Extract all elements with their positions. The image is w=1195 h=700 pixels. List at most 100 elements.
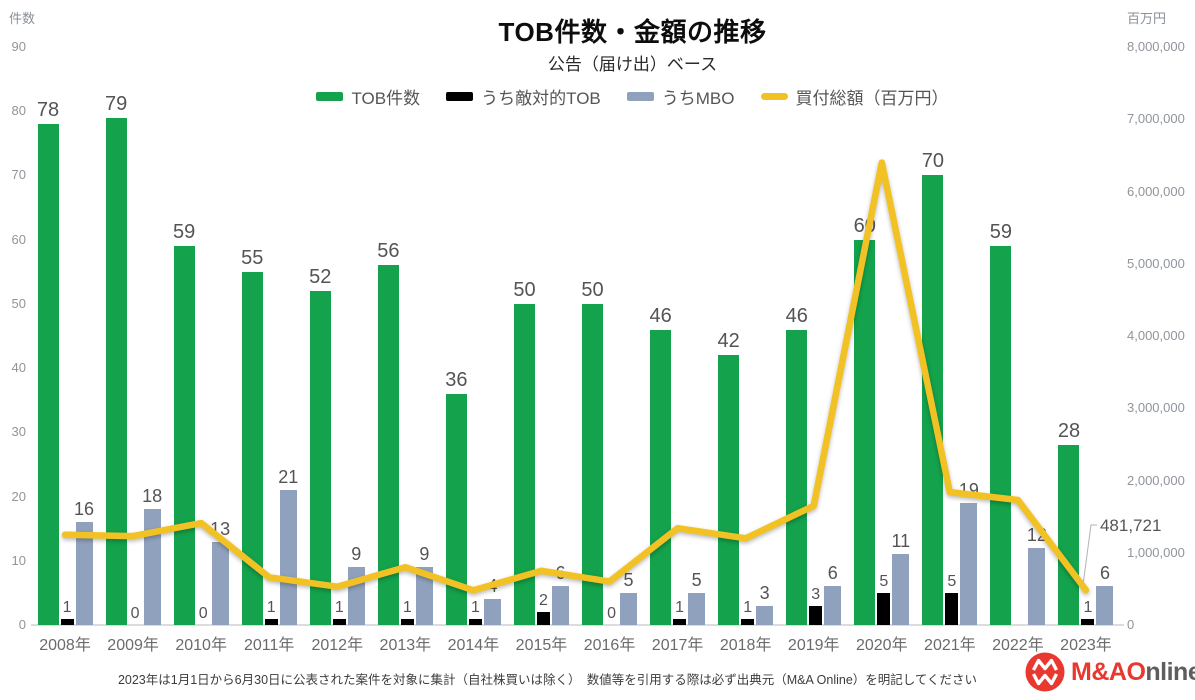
left-axis-tick: 60: [11, 231, 26, 247]
bar-value-label-mbo: 19: [958, 479, 979, 500]
line-end-annotation: 481,721: [1099, 516, 1162, 535]
bar-hostile-tob: [945, 592, 959, 625]
bar-value-label-hostile: 1: [266, 598, 276, 616]
x-axis-category-label: 2012年: [311, 637, 364, 654]
x-axis-line: [31, 624, 1124, 626]
right-axis-tick: 1,000,000: [1127, 544, 1185, 560]
bar-mbo: [1096, 586, 1114, 625]
bar-value-label-tob: 46: [649, 304, 672, 327]
x-axis-category-label: 2018年: [719, 637, 772, 654]
bar-value-label-hostile: 3: [811, 585, 821, 603]
right-axis-tick: 2,000,000: [1127, 472, 1185, 488]
footer-note: 2023年は1月1日から6月30日に公表された案件を対象に集計（自社株買いは除く…: [117, 673, 978, 687]
legend-item-3: 買付総額（百万円）: [760, 84, 949, 109]
bar-tob-count: [582, 303, 604, 625]
right-axis-tick: 6,000,000: [1127, 183, 1185, 199]
right-axis-tick: 4,000,000: [1127, 328, 1185, 343]
bar-value-label-mbo: 9: [419, 544, 430, 565]
bar-value-label-tob: 50: [513, 278, 536, 301]
bar-mbo: [551, 586, 569, 625]
left-axis-tick: 30: [11, 424, 26, 440]
bar-value-label-mbo: 21: [278, 467, 299, 488]
bar-value-label-tob: 36: [445, 368, 468, 391]
bar-tob-count: [309, 291, 331, 625]
bar-value-label-tob: 55: [241, 246, 264, 269]
ma-online-logo-icon: [1024, 651, 1066, 693]
x-axis-category-label: 2014年: [447, 637, 500, 654]
bar-hostile-tob: [1081, 618, 1095, 625]
x-axis-category-label: 2021年: [924, 637, 976, 654]
right-axis-tick: 5,000,000: [1127, 255, 1185, 271]
bar-value-label-tob: 56: [377, 240, 400, 263]
legend-swatch-icon: [446, 92, 474, 101]
bar-mbo: [143, 509, 161, 625]
bar-mbo: [960, 502, 978, 625]
bar-value-label-tob: 79: [104, 92, 128, 115]
bar-value-label-hostile: 5: [879, 572, 889, 590]
bar-mbo: [415, 567, 433, 625]
left-axis-tick: 80: [11, 103, 26, 119]
bar-value-label-mbo: 5: [623, 569, 634, 590]
bar-tob-count: [445, 393, 467, 625]
x-axis-category-label: 2015年: [515, 637, 568, 654]
bar-value-label-hostile: 1: [62, 598, 72, 616]
bar-value-label-hostile: 1: [334, 598, 344, 616]
bar-value-label-tob: 52: [309, 266, 332, 289]
bar-tob-count: [854, 239, 876, 625]
left-axis-tick: 40: [11, 360, 26, 376]
legend-item-1: うち敵対的TOB: [446, 84, 601, 109]
left-axis-tick: 10: [11, 552, 26, 568]
ma-online-logo-text: M&AOnline: [1071, 658, 1195, 686]
legend-label: 買付総額（百万円）: [795, 89, 949, 108]
x-axis-category-label: 2019年: [787, 637, 840, 654]
bar-value-label-mbo: 3: [759, 582, 770, 603]
bar-value-label-tob: 78: [36, 99, 60, 122]
bar-tob-count: [105, 117, 127, 625]
ma-online-logo: M&AOnline: [1024, 651, 1195, 693]
x-axis-category-label: 2017年: [651, 637, 704, 654]
bar-value-label-tob: 59: [173, 221, 196, 244]
bar-hostile-tob: [332, 618, 346, 625]
chart-subtitle: 公告（届け出）ベース: [547, 55, 718, 74]
bar-mbo: [824, 586, 842, 625]
bar-value-label-mbo: 18: [142, 486, 163, 507]
bar-tob-count: [922, 175, 944, 625]
bar-value-label-hostile: 1: [470, 598, 480, 616]
bar-value-label-mbo: 12: [1026, 524, 1047, 545]
bar-value-label-tob: 50: [581, 278, 604, 301]
bar-tob-count: [37, 124, 59, 625]
left-axis-tick: 90: [11, 39, 26, 54]
bar-mbo: [892, 554, 910, 625]
right-axis-tick: 3,000,000: [1127, 400, 1185, 416]
bar-value-label-hostile: 1: [402, 598, 412, 616]
bar-mbo: [620, 592, 638, 625]
bar-tob-count: [990, 246, 1012, 625]
bar-value-label-hostile: 5: [947, 572, 957, 590]
left-axis-unit-label: 件数: [9, 11, 36, 26]
bar-mbo: [279, 490, 297, 625]
chart-title: TOB件数・金額の推移: [498, 17, 767, 47]
bar-value-label-tob: 59: [989, 221, 1013, 244]
legend: TOB件数 うち敵対的TOB うちMBO 買付総額（百万円）: [70, 84, 1195, 109]
bar-mbo: [75, 522, 93, 625]
bar-hostile-tob: [468, 618, 482, 625]
bar-hostile-tob: [673, 618, 687, 625]
left-axis-tick: 70: [11, 167, 26, 183]
x-axis-category-label: 2022年: [992, 637, 1044, 654]
x-axis-category-label: 2011年: [244, 637, 295, 654]
bar-tob-count: [241, 271, 263, 625]
x-axis-category-label: 2016年: [583, 637, 636, 654]
bar-tob-count: [1058, 445, 1080, 625]
bar-value-label-mbo: 6: [827, 563, 838, 584]
bar-hostile-tob: [877, 592, 891, 625]
right-axis-unit-label: 百万円: [1127, 11, 1167, 26]
x-axis-category-label: 2023年: [1060, 637, 1112, 654]
bar-hostile-tob: [536, 612, 550, 625]
legend-swatch-icon: [626, 92, 654, 101]
bar-hostile-tob: [809, 605, 823, 625]
bar-value-label-tob: 70: [921, 150, 944, 173]
bar-mbo: [756, 605, 774, 625]
bar-value-label-mbo: 6: [555, 563, 566, 584]
bar-value-label-mbo: 16: [74, 499, 95, 520]
x-axis-category-label: 2009年: [107, 637, 159, 654]
